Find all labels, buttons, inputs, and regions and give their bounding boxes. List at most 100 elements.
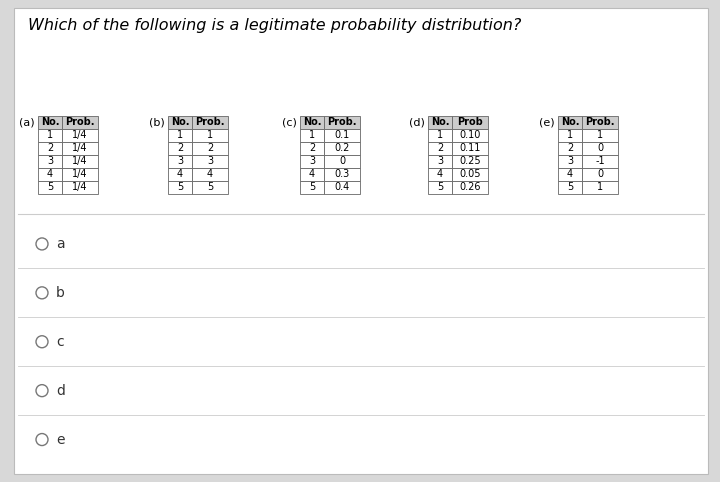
Bar (452, 181, 488, 194)
Bar (38, 129, 62, 142)
Text: 2: 2 (207, 143, 213, 153)
Text: 0.10: 0.10 (459, 130, 481, 140)
Text: 2: 2 (437, 143, 443, 153)
Circle shape (36, 238, 48, 250)
Bar (192, 168, 228, 181)
Bar (452, 116, 488, 129)
Bar (428, 142, 452, 155)
Text: 5: 5 (177, 182, 183, 192)
Bar (62, 181, 98, 194)
Bar (300, 181, 324, 194)
Text: 4: 4 (567, 169, 573, 179)
Text: 5: 5 (567, 182, 573, 192)
Circle shape (36, 336, 48, 348)
Text: (e): (e) (539, 117, 555, 127)
Text: 0.25: 0.25 (459, 156, 481, 166)
Bar (582, 129, 618, 142)
Text: 1/4: 1/4 (72, 156, 88, 166)
Bar (192, 181, 228, 194)
Bar (300, 116, 324, 129)
Text: 4: 4 (309, 169, 315, 179)
Bar (428, 129, 452, 142)
Text: Which of the following is a legitimate probability distribution?: Which of the following is a legitimate p… (28, 18, 521, 33)
Bar (62, 155, 98, 168)
Text: 3: 3 (567, 156, 573, 166)
Text: e: e (56, 432, 65, 446)
Text: Prob.: Prob. (585, 117, 615, 127)
Text: 0.26: 0.26 (459, 182, 481, 192)
Bar (192, 155, 228, 168)
Text: Prob.: Prob. (328, 117, 356, 127)
Text: a: a (56, 237, 65, 251)
Bar (428, 181, 452, 194)
Text: 1: 1 (47, 130, 53, 140)
Circle shape (36, 433, 48, 445)
Bar (428, 155, 452, 168)
Bar (168, 142, 192, 155)
Text: No.: No. (302, 117, 321, 127)
Text: 5: 5 (309, 182, 315, 192)
Text: Prob.: Prob. (66, 117, 95, 127)
Text: b: b (56, 286, 65, 300)
Text: 0: 0 (597, 169, 603, 179)
Text: 1: 1 (207, 130, 213, 140)
Bar (582, 168, 618, 181)
Text: (b): (b) (149, 117, 165, 127)
Bar (62, 168, 98, 181)
Text: 4: 4 (177, 169, 183, 179)
Text: 1: 1 (567, 130, 573, 140)
Text: 1/4: 1/4 (72, 182, 88, 192)
Text: No.: No. (171, 117, 189, 127)
Bar (38, 142, 62, 155)
Text: 3: 3 (47, 156, 53, 166)
Bar (300, 129, 324, 142)
Text: 3: 3 (207, 156, 213, 166)
Bar (192, 142, 228, 155)
Text: No.: No. (41, 117, 59, 127)
Bar (582, 181, 618, 194)
Text: 5: 5 (207, 182, 213, 192)
Text: (c): (c) (282, 117, 297, 127)
Bar (324, 142, 360, 155)
Bar (428, 168, 452, 181)
Bar (38, 181, 62, 194)
Bar (558, 116, 582, 129)
Bar (300, 168, 324, 181)
Text: 1: 1 (597, 130, 603, 140)
Text: d: d (56, 384, 65, 398)
Bar (38, 116, 62, 129)
Text: 3: 3 (309, 156, 315, 166)
Text: 0: 0 (597, 143, 603, 153)
Bar (192, 116, 228, 129)
Bar (62, 129, 98, 142)
Circle shape (36, 385, 48, 397)
Text: 0.3: 0.3 (334, 169, 350, 179)
Text: 3: 3 (177, 156, 183, 166)
Bar (168, 155, 192, 168)
Text: 0.11: 0.11 (459, 143, 481, 153)
Bar (324, 116, 360, 129)
Text: 4: 4 (437, 169, 443, 179)
Text: No.: No. (431, 117, 449, 127)
Bar (300, 142, 324, 155)
Bar (324, 168, 360, 181)
Bar (62, 142, 98, 155)
Text: 1/4: 1/4 (72, 169, 88, 179)
Text: 4: 4 (207, 169, 213, 179)
Bar (324, 181, 360, 194)
Text: (d): (d) (409, 117, 425, 127)
Bar (558, 142, 582, 155)
Text: 0.4: 0.4 (334, 182, 350, 192)
Bar (38, 168, 62, 181)
Bar (168, 129, 192, 142)
Text: 1: 1 (437, 130, 443, 140)
Text: (a): (a) (19, 117, 35, 127)
Text: 5: 5 (47, 182, 53, 192)
Bar (168, 168, 192, 181)
Text: 2: 2 (567, 143, 573, 153)
Bar (452, 168, 488, 181)
Bar (300, 155, 324, 168)
Text: 1: 1 (177, 130, 183, 140)
Text: 0.2: 0.2 (334, 143, 350, 153)
Bar (582, 142, 618, 155)
